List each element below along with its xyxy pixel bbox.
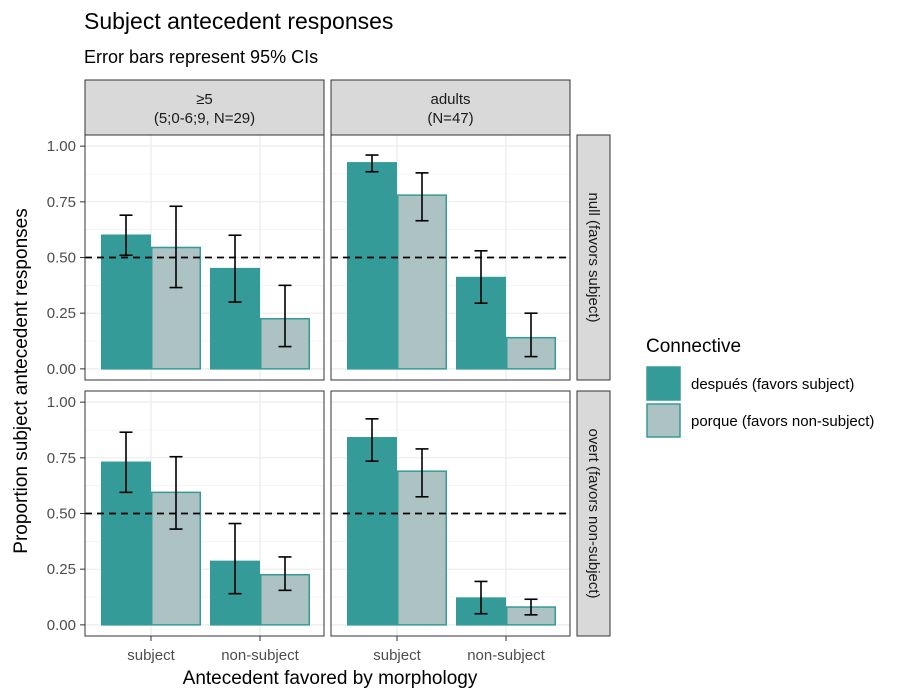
- bar: [397, 194, 447, 370]
- x-tick-label: non-subject: [467, 647, 545, 664]
- y-tick-label: 0.50: [47, 250, 76, 267]
- bar: [347, 162, 397, 370]
- row-strip-label: overt (favors non-subject): [585, 428, 602, 598]
- row-strip-label: null (favors subject): [585, 192, 602, 322]
- column-strip-label: adults: [430, 91, 470, 108]
- chart-subtitle: Error bars represent 95% CIs: [84, 47, 318, 67]
- column-strip-label: ≥5: [196, 91, 213, 108]
- column-strip-sublabel: (5;0-6;9, N=29): [154, 110, 255, 127]
- panel: [330, 390, 571, 637]
- panel: [84, 390, 325, 637]
- y-tick-label: 0.25: [47, 305, 76, 322]
- x-tick-label: non-subject: [221, 647, 299, 664]
- panels-layer: ≥5 (5;0-6;9, N=29) adults (N=47) null (favor…: [47, 79, 611, 664]
- column-strip-sublabel: (N=47): [427, 110, 473, 127]
- x-tick-label: subject: [373, 647, 421, 664]
- y-tick-label: 0.75: [47, 450, 76, 467]
- row-strip: [576, 390, 611, 637]
- legend-title: Connective: [646, 336, 741, 357]
- legend-label: después (favors subject): [691, 376, 854, 393]
- panel-border: [330, 134, 571, 381]
- chart-title: Subject antecedent responses: [84, 8, 393, 34]
- y-axis-title: Proportion subject antecedent responses: [11, 208, 32, 553]
- y-tick-label: 1.00: [47, 394, 76, 411]
- legend: Connective después (favors subject) porqu…: [646, 336, 874, 438]
- column-strip: [84, 79, 325, 136]
- y-tick-label: 0.75: [47, 194, 76, 211]
- y-tick-label: 0.50: [47, 506, 76, 523]
- column-strip: [330, 79, 571, 136]
- bar: [347, 437, 397, 626]
- legend-label: porque (favors non-subject): [691, 413, 874, 430]
- y-tick-label: 1.00: [47, 138, 76, 155]
- legend-key: [646, 403, 681, 438]
- panel-border: [330, 390, 571, 637]
- x-axis-title: Antecedent favored by morphology: [183, 668, 478, 689]
- y-tick-label: 0.25: [47, 561, 76, 578]
- y-tick-label: 0.00: [47, 617, 76, 634]
- panel: [330, 134, 571, 381]
- y-tick-label: 0.00: [47, 361, 76, 378]
- legend-key: [646, 366, 681, 401]
- panel: [84, 134, 325, 381]
- row-strip: [576, 134, 611, 381]
- x-tick-label: subject: [127, 647, 175, 664]
